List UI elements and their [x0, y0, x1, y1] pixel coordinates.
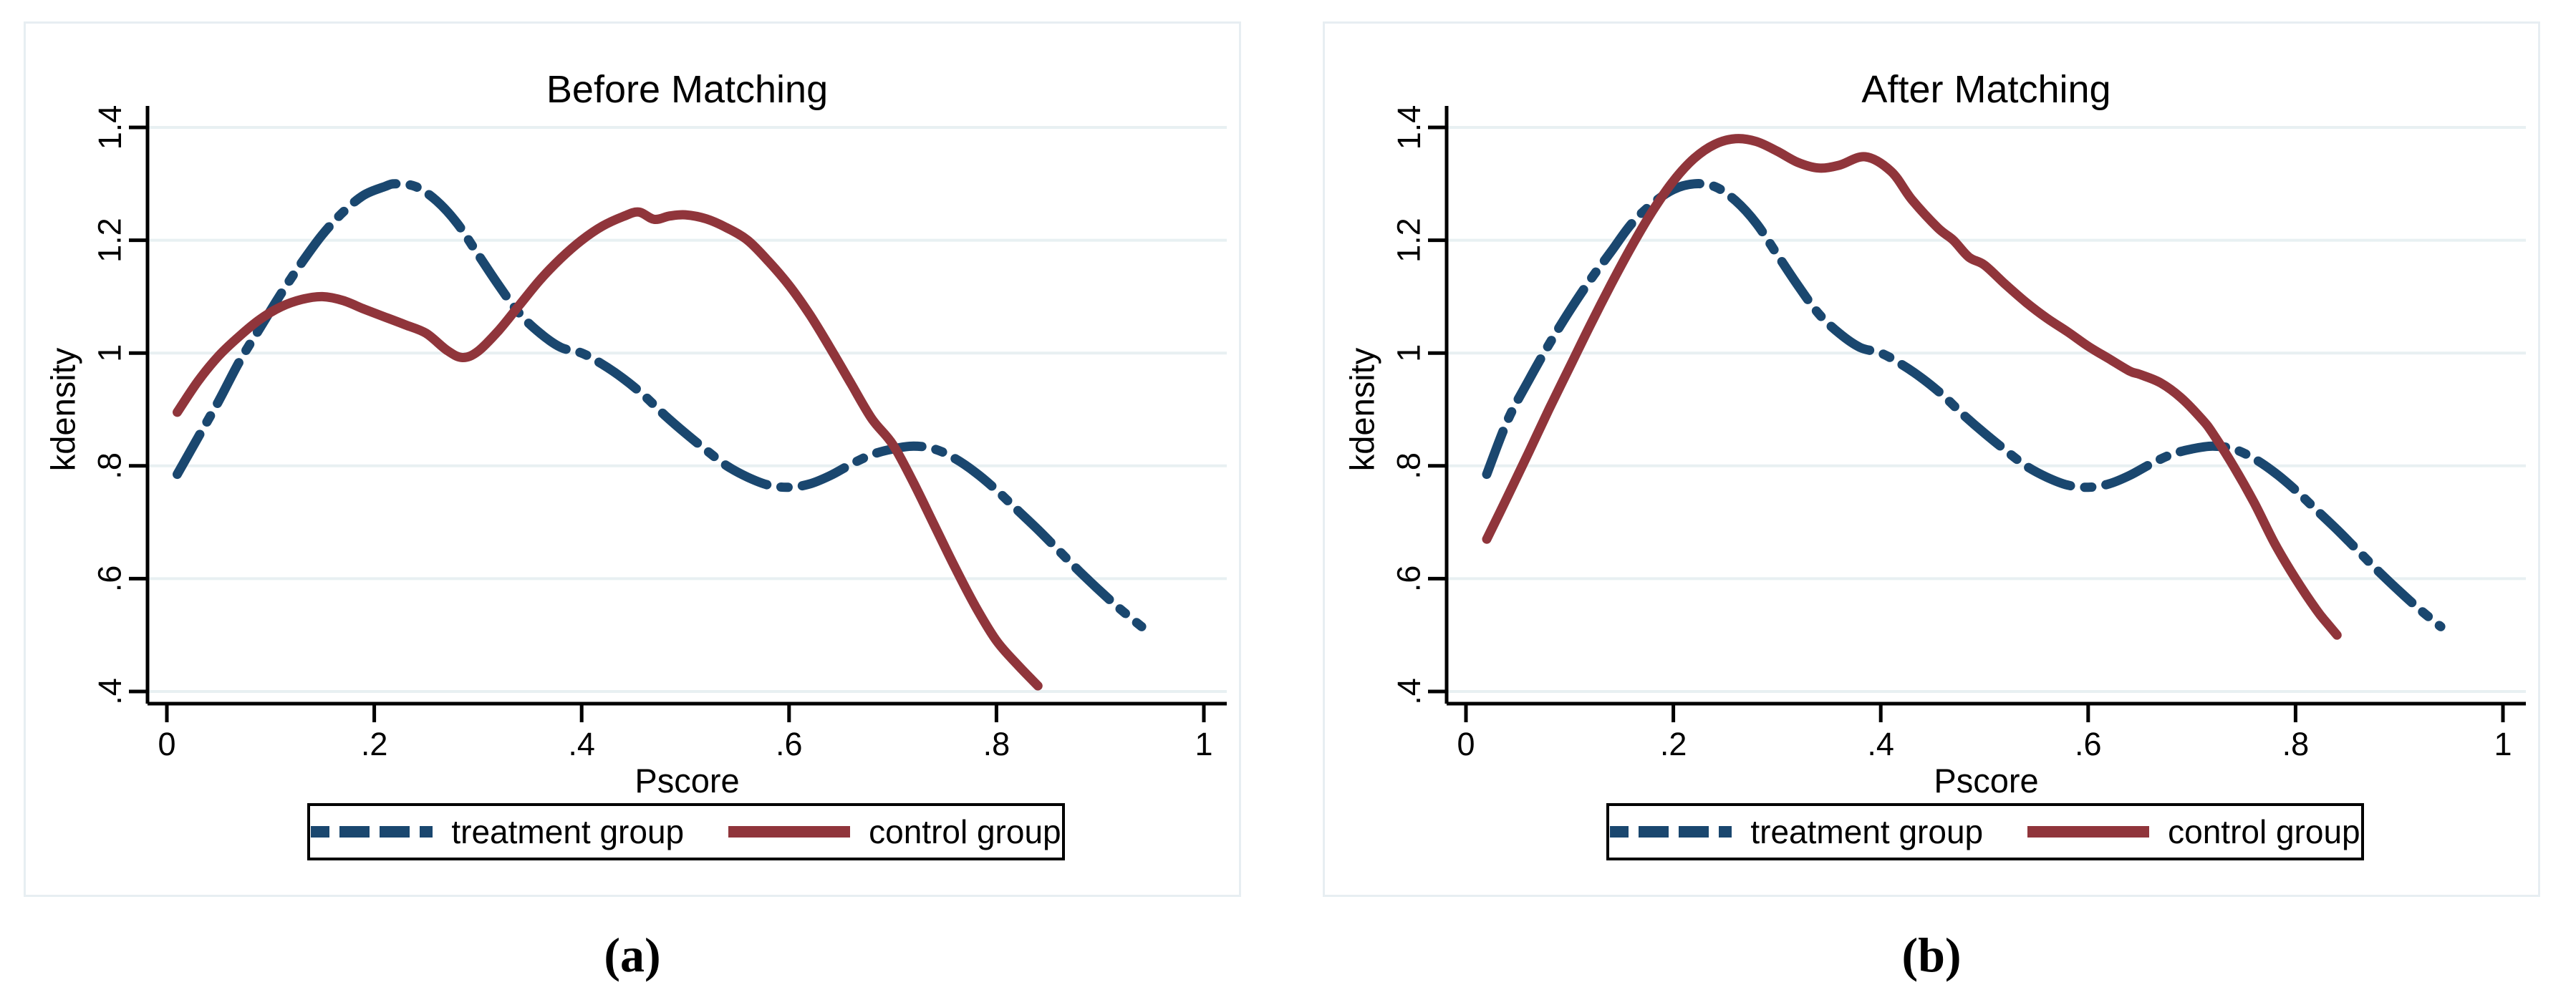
y-tick-label: .8	[1391, 452, 1427, 480]
x-tick-label: 0	[1457, 726, 1475, 762]
control-line-sample-icon	[2027, 826, 2150, 838]
y-axis-label: kdensity	[44, 347, 82, 472]
x-tick-label: 1	[2494, 726, 2512, 762]
x-axis-label: Pscore	[1934, 762, 2039, 800]
x-tick-label: .6	[2075, 726, 2102, 762]
legend: treatment group control group	[1606, 803, 2364, 860]
legend-label-treatment: treatment group	[1750, 813, 1984, 850]
chart-title: After Matching	[1861, 68, 2111, 111]
y-tick-label: 1.2	[1391, 218, 1427, 263]
x-tick-label: 0	[158, 726, 175, 762]
y-tick-label: 1.2	[92, 218, 128, 263]
treatment-curve	[173, 179, 1147, 631]
x-tick-label: 1	[1195, 726, 1212, 762]
x-tick-label: .8	[2282, 726, 2310, 762]
legend-entry-control: control group	[2027, 812, 2360, 851]
y-tick-label: 1.4	[1391, 105, 1427, 150]
panel-after-matching: .4 .6 .8 1 1.2 1.4 0 .2 .4 .6 .8 1 After Matching k…	[1323, 21, 2540, 897]
legend: treatment group control group	[307, 803, 1065, 860]
x-tick-label: .4	[1867, 726, 1894, 762]
control-curve	[1482, 134, 2342, 640]
legend-label-treatment: treatment group	[451, 813, 685, 850]
y-axis-label: kdensity	[1343, 347, 1381, 472]
legend-entry-control: control group	[728, 812, 1061, 851]
y-tick-label: 1	[92, 344, 128, 362]
x-tick-label: .2	[1660, 726, 1687, 762]
y-tick-label: 1	[1391, 344, 1427, 362]
before-matching-plot: .4 .6 .8 1 1.2 1.4 0 .2 .4 .6 .8 1	[92, 105, 1227, 762]
x-tick-label: .6	[776, 726, 803, 762]
caption-a: (a)	[604, 928, 661, 982]
y-tick-label: .6	[92, 565, 128, 593]
after-matching-plot: .4 .6 .8 1 1.2 1.4 0 .2 .4 .6 .8 1	[1391, 105, 2526, 762]
x-axis-label: Pscore	[635, 762, 740, 800]
treatment-curve	[1482, 179, 2446, 631]
y-tick-label: .8	[92, 452, 128, 480]
legend-entry-treatment: treatment group	[311, 812, 684, 851]
y-tick-label: .4	[92, 678, 128, 705]
x-tick-label: .8	[983, 726, 1010, 762]
y-tick-label: 1.4	[92, 105, 128, 150]
caption-b: (b)	[1901, 928, 1962, 982]
legend-label-control: control group	[869, 813, 1061, 850]
chart-title: Before Matching	[546, 68, 829, 111]
panel-before-matching: .4.6.8 1 1.2 1.4 0.2.4.6.8 1 Before Matching …	[24, 21, 1241, 897]
x-tick-label: .4	[568, 726, 595, 762]
control-curve	[173, 207, 1043, 691]
y-tick-label: .6	[1391, 565, 1427, 593]
control-line-sample-icon	[728, 826, 851, 838]
x-tick-label: .2	[361, 726, 388, 762]
legend-entry-treatment: treatment group	[1610, 812, 1983, 851]
treatment-line-sample-icon	[311, 826, 433, 838]
treatment-line-sample-icon	[1610, 826, 1732, 838]
legend-label-control: control group	[2168, 813, 2360, 850]
y-tick-label: .4	[1391, 678, 1427, 705]
